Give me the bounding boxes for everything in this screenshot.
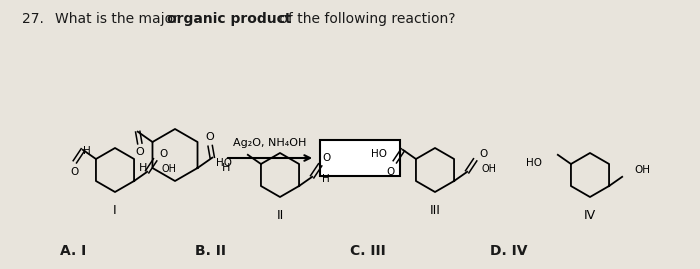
Text: O: O (206, 132, 215, 142)
Text: O: O (159, 149, 167, 159)
Text: Ag₂O, NH₄OH: Ag₂O, NH₄OH (233, 138, 307, 148)
Text: OH: OH (161, 164, 176, 174)
Text: H: H (223, 163, 230, 173)
Text: of the following reaction?: of the following reaction? (275, 12, 456, 26)
Text: O: O (135, 147, 144, 157)
Text: O: O (322, 153, 330, 163)
Text: III: III (430, 204, 440, 217)
Text: HO: HO (526, 158, 542, 168)
Text: IV: IV (584, 209, 596, 222)
Text: A. I: A. I (60, 244, 86, 258)
Text: B. II: B. II (195, 244, 226, 258)
Text: OH: OH (634, 165, 650, 175)
Text: HO: HO (216, 158, 232, 168)
Text: O: O (386, 167, 395, 177)
Text: H: H (322, 174, 330, 184)
Text: C. III: C. III (350, 244, 386, 258)
Bar (320, 140, 400, 176)
Text: What is the major: What is the major (55, 12, 183, 26)
Text: I: I (113, 204, 117, 217)
Text: 27.: 27. (22, 12, 44, 26)
Text: II: II (276, 209, 284, 222)
Text: HO: HO (371, 149, 387, 159)
Text: OH: OH (481, 164, 496, 174)
Text: D. IV: D. IV (490, 244, 528, 258)
Text: H: H (139, 163, 148, 173)
Text: organic product: organic product (167, 12, 291, 26)
Text: H: H (83, 146, 91, 156)
Text: O: O (71, 167, 79, 177)
Text: O: O (480, 149, 487, 159)
